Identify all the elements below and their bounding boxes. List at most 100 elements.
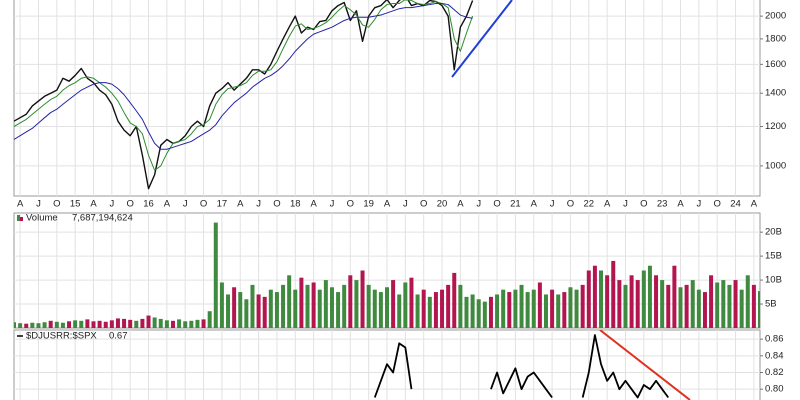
x-tick-label: O [493,199,500,210]
volume-bar [556,294,561,328]
volume-bar [550,289,555,328]
y-tick-label: 1800 [765,33,786,44]
volume-bar [287,275,292,328]
volume-bar [366,284,371,328]
y-tick-label: 0.86 [765,334,784,345]
volume-bar [299,277,304,328]
volume-bar [54,321,59,328]
volume-bar [403,282,408,328]
volume-bar [672,265,677,328]
volume-bar [446,284,451,328]
volume-bar [170,320,175,328]
x-tick-label: J [696,199,701,210]
volume-bar [323,280,328,328]
volume-bar [660,280,665,328]
x-tick-label: 23 [657,199,668,210]
x-tick-label: A [531,199,538,210]
volume-bar [268,289,273,328]
volume-bar [421,289,426,328]
volume-bar [733,280,738,328]
volume-bar [391,280,396,328]
x-tick-label: A [310,199,317,210]
volume-bar [256,294,261,328]
volume-bar [745,275,750,328]
volume-bar [109,320,114,328]
legend-value: 7,687,194,624 [72,213,133,224]
x-tick-label: A [604,199,611,210]
volume-bar [226,294,231,328]
x-tick-label: O [126,199,133,210]
volume-bar [378,292,383,328]
volume-bar [470,294,475,328]
series-line [14,0,474,190]
x-tick-label: J [623,199,628,210]
volume-bar [30,322,35,328]
volume-bar [758,291,760,328]
volume-bar [244,299,249,328]
x-tick-label: A [457,199,464,210]
volume-bar [501,289,506,328]
volume-bar [531,289,536,328]
x-tick-label: O [200,199,207,210]
volume-bar [103,321,108,328]
x-tick-label: A [677,199,684,210]
volume-bar [586,270,591,328]
volume-bar [721,280,726,328]
volume-bar [702,292,707,328]
volume-bar [250,284,255,328]
price-plot [14,0,760,196]
y-tick-label: 1600 [765,59,786,70]
volume-bar [696,289,701,328]
x-tick-label: O [273,199,280,210]
volume-bar [336,292,341,328]
volume-bar [751,284,756,328]
x-tick-label: J [403,199,408,210]
volume-bar [440,289,445,328]
volume-bar [36,323,41,328]
volume-bar [360,270,365,328]
x-tick-label: 17 [217,199,228,210]
volume-bar [599,270,604,328]
series-line [14,0,474,171]
volume-bar [488,296,493,328]
volume-bar [452,272,457,328]
volume-bar [715,282,720,328]
x-tick-label: A [90,199,97,210]
volume-bar [507,292,512,328]
x-tick-label: J [476,199,481,210]
legend-label: Volume [26,213,58,224]
x-tick-label: 18 [290,199,301,210]
volume-bar [152,317,157,328]
x-tick-label: A [164,199,171,210]
x-tick-label: O [714,199,721,210]
volume-bar [415,294,420,328]
volume-bar [647,265,652,328]
volume-bar [42,322,47,328]
x-tick-label: J [109,199,114,210]
x-tick-label: J [256,199,261,210]
volume-bar [329,287,334,328]
trend-line [451,0,513,78]
y-tick-label: 0.84 [765,350,784,361]
y-tick-label: 2000 [765,11,786,22]
x-tick-label: J [330,199,335,210]
volume-bar [305,284,310,328]
volume-bar [433,292,438,328]
volume-bar [134,320,139,328]
x-tick-label: J [36,199,41,210]
volume-bar [85,319,90,328]
volume-bar [385,287,389,328]
volume-bar [48,320,53,328]
y-tick-label: 0.82 [765,367,784,378]
x-tick-label: 15 [70,199,81,210]
y-tick-label: 0.80 [765,384,784,395]
volume-bar [543,294,548,328]
x-tick-label: 19 [363,199,374,210]
x-tick-label: O [420,199,427,210]
volume-bar [67,321,72,328]
x-tick-label: O [640,199,647,210]
volume-bar [262,296,267,328]
trend-line [599,330,691,400]
